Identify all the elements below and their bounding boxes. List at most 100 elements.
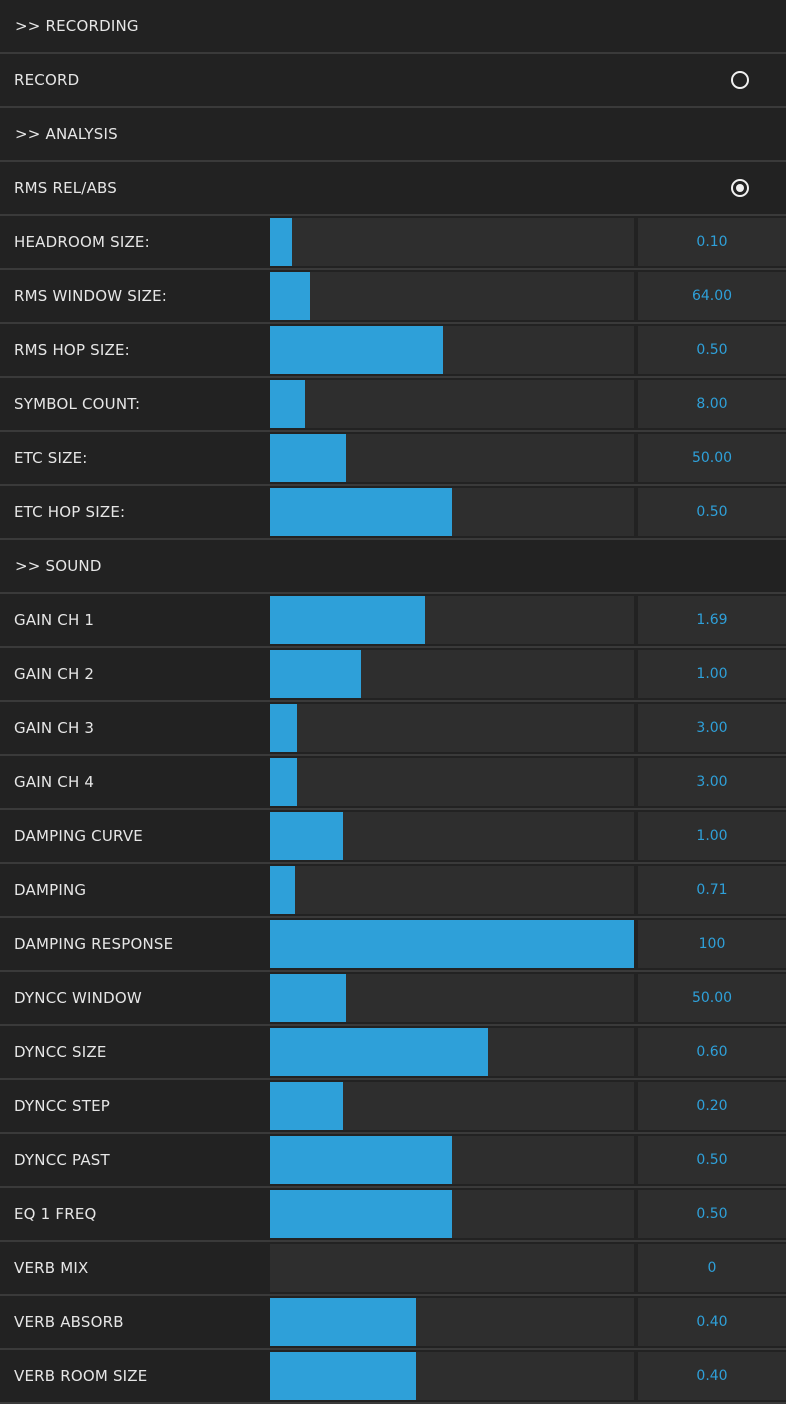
param-label: EQ 1 FREQ bbox=[14, 1205, 97, 1223]
param-row-headroom-size: HEADROOM SIZE: 0.10 bbox=[0, 216, 786, 270]
param-label: DAMPING bbox=[14, 881, 87, 899]
param-label: VERB ROOM SIZE bbox=[14, 1367, 148, 1385]
param-label: RMS HOP SIZE: bbox=[14, 341, 130, 359]
damping-slider[interactable] bbox=[270, 866, 634, 914]
verb-room-size-slider[interactable] bbox=[270, 1352, 634, 1400]
param-row-symbol-count: SYMBOL COUNT: 8.00 bbox=[0, 378, 786, 432]
param-row-record: RECORD bbox=[0, 54, 786, 108]
slider-fill bbox=[270, 758, 297, 806]
value-text: 50.00 bbox=[691, 450, 733, 466]
dyncc-size-slider[interactable] bbox=[270, 1028, 634, 1076]
gain-ch-1-slider[interactable] bbox=[270, 596, 634, 644]
dyncc-past-value-field[interactable]: 0.50 bbox=[638, 1136, 786, 1184]
value-text: 1.00 bbox=[696, 828, 728, 844]
etc-size-value-field[interactable]: 50.00 bbox=[638, 434, 786, 482]
param-row-rms-hop-size: RMS HOP SIZE: 0.50 bbox=[0, 324, 786, 378]
value-text: 3.00 bbox=[696, 774, 728, 790]
dyncc-window-slider[interactable] bbox=[270, 974, 634, 1022]
record-toggle[interactable] bbox=[731, 71, 749, 89]
param-row-etc-hop-size: ETC HOP SIZE: 0.50 bbox=[0, 486, 786, 540]
toggle-dot-icon bbox=[736, 184, 744, 192]
param-row-gain-ch-3: GAIN CH 3 3.00 bbox=[0, 702, 786, 756]
dyncc-window-value-field[interactable]: 50.00 bbox=[638, 974, 786, 1022]
etc-hop-size-value-field[interactable]: 0.50 bbox=[638, 488, 786, 536]
slider-fill bbox=[270, 812, 343, 860]
gain-ch-3-value-field[interactable]: 3.00 bbox=[638, 704, 786, 752]
verb-absorb-slider[interactable] bbox=[270, 1298, 634, 1346]
param-label: DYNCC PAST bbox=[14, 1151, 110, 1169]
param-label: ETC SIZE: bbox=[14, 449, 88, 467]
eq-1-freq-slider[interactable] bbox=[270, 1190, 634, 1238]
section-title: >> SOUND bbox=[15, 557, 102, 575]
damping-response-slider[interactable] bbox=[270, 920, 634, 968]
rms-hop-size-slider[interactable] bbox=[270, 326, 634, 374]
param-row-dyncc-past: DYNCC PAST 0.50 bbox=[0, 1134, 786, 1188]
param-row-damping: DAMPING 0.71 bbox=[0, 864, 786, 918]
damping-curve-value-field[interactable]: 1.00 bbox=[638, 812, 786, 860]
gain-ch-2-value-field[interactable]: 1.00 bbox=[638, 650, 786, 698]
symbol-count-value-field[interactable]: 8.00 bbox=[638, 380, 786, 428]
slider-fill bbox=[270, 218, 292, 266]
dyncc-past-slider[interactable] bbox=[270, 1136, 634, 1184]
param-row-verb-absorb: VERB ABSORB 0.40 bbox=[0, 1296, 786, 1350]
param-row-gain-ch-2: GAIN CH 2 1.00 bbox=[0, 648, 786, 702]
param-row-verb-room-size: VERB ROOM SIZE 0.40 bbox=[0, 1350, 786, 1404]
param-row-gain-ch-4: GAIN CH 4 3.00 bbox=[0, 756, 786, 810]
param-label: VERB ABSORB bbox=[14, 1313, 124, 1331]
gain-ch-2-slider[interactable] bbox=[270, 650, 634, 698]
rms-window-size-slider[interactable] bbox=[270, 272, 634, 320]
dyncc-step-value-field[interactable]: 0.20 bbox=[638, 1082, 786, 1130]
value-text: 0.40 bbox=[696, 1368, 728, 1384]
param-label: RMS REL/ABS bbox=[14, 179, 117, 197]
gain-ch-3-slider[interactable] bbox=[270, 704, 634, 752]
value-text: 50.00 bbox=[691, 990, 733, 1006]
headroom-size-slider[interactable] bbox=[270, 218, 634, 266]
dyncc-step-slider[interactable] bbox=[270, 1082, 634, 1130]
slider-fill bbox=[270, 866, 295, 914]
value-text: 0.40 bbox=[696, 1314, 728, 1330]
verb-mix-slider[interactable] bbox=[270, 1244, 634, 1292]
verb-mix-value-field[interactable]: 0 bbox=[638, 1244, 786, 1292]
slider-fill bbox=[270, 380, 305, 428]
section-header-sound: >> SOUND bbox=[0, 540, 786, 594]
eq-1-freq-value-field[interactable]: 0.50 bbox=[638, 1190, 786, 1238]
param-label: GAIN CH 1 bbox=[14, 611, 95, 629]
etc-size-slider[interactable] bbox=[270, 434, 634, 482]
verb-room-size-value-field[interactable]: 0.40 bbox=[638, 1352, 786, 1400]
rms-window-size-value-field[interactable]: 64.00 bbox=[638, 272, 786, 320]
etc-hop-size-slider[interactable] bbox=[270, 488, 634, 536]
slider-fill bbox=[270, 1190, 452, 1238]
slider-fill bbox=[270, 1028, 488, 1076]
value-text: 100 bbox=[698, 936, 726, 952]
slider-fill bbox=[270, 272, 310, 320]
slider-fill bbox=[270, 920, 634, 968]
headroom-size-value-field[interactable]: 0.10 bbox=[638, 218, 786, 266]
damping-response-value-field[interactable]: 100 bbox=[638, 920, 786, 968]
section-header-analysis: >> ANALYSIS bbox=[0, 108, 786, 162]
param-label: DYNCC WINDOW bbox=[14, 989, 142, 1007]
damping-curve-slider[interactable] bbox=[270, 812, 634, 860]
symbol-count-slider[interactable] bbox=[270, 380, 634, 428]
verb-absorb-value-field[interactable]: 0.40 bbox=[638, 1298, 786, 1346]
dyncc-size-value-field[interactable]: 0.60 bbox=[638, 1028, 786, 1076]
param-label: DAMPING CURVE bbox=[14, 827, 143, 845]
param-label: DYNCC SIZE bbox=[14, 1043, 107, 1061]
section-title: >> RECORDING bbox=[15, 17, 139, 35]
gain-ch-4-value-field[interactable]: 3.00 bbox=[638, 758, 786, 806]
param-row-damping-response: DAMPING RESPONSE 100 bbox=[0, 918, 786, 972]
value-text: 0.50 bbox=[696, 504, 728, 520]
param-row-rms-rel-abs: RMS REL/ABS bbox=[0, 162, 786, 216]
param-label: SYMBOL COUNT: bbox=[14, 395, 141, 413]
param-row-dyncc-window: DYNCC WINDOW 50.00 bbox=[0, 972, 786, 1026]
slider-fill bbox=[270, 1352, 416, 1400]
rms-rel-abs-toggle[interactable] bbox=[731, 179, 749, 197]
value-text: 0.50 bbox=[696, 342, 728, 358]
gain-ch-4-slider[interactable] bbox=[270, 758, 634, 806]
damping-value-field[interactable]: 0.71 bbox=[638, 866, 786, 914]
gain-ch-1-value-field[interactable]: 1.69 bbox=[638, 596, 786, 644]
param-row-gain-ch-1: GAIN CH 1 1.69 bbox=[0, 594, 786, 648]
rms-hop-size-value-field[interactable]: 0.50 bbox=[638, 326, 786, 374]
slider-fill bbox=[270, 974, 346, 1022]
value-text: 0 bbox=[707, 1260, 717, 1276]
